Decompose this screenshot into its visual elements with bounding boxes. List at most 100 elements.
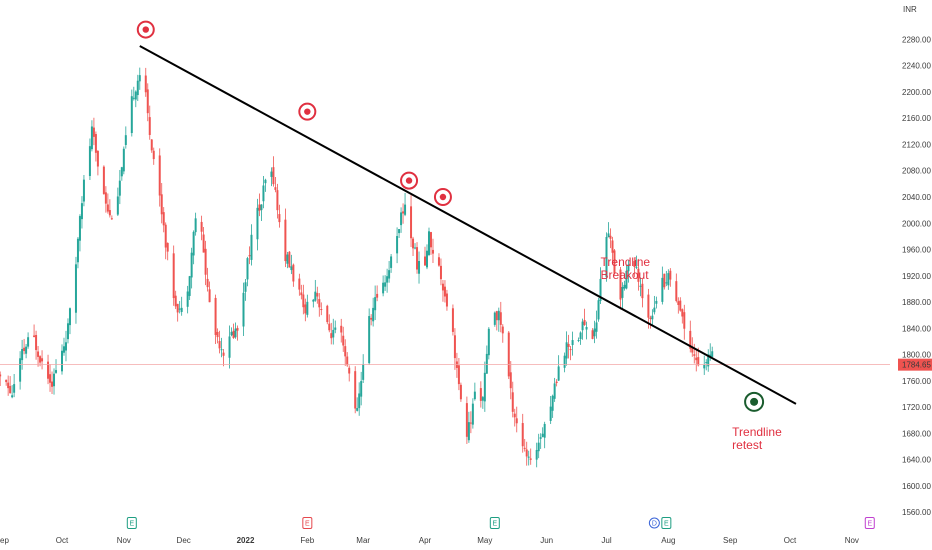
x-tick-label: Oct [784,536,797,545]
green-target-dot [750,397,759,406]
candle-body [222,352,225,356]
candle-body [23,347,26,352]
candle-body [709,354,712,358]
target-markers [136,20,765,412]
y-tick-label: 2280.00 [902,35,931,44]
candle-body [106,204,109,212]
y-tick-label: 1800.00 [902,351,931,360]
candle-body [158,155,161,196]
candlestick-series [0,67,714,468]
candle-body [593,328,596,337]
candle-body [495,311,498,321]
candle-body [19,358,22,382]
candle-body [94,134,97,153]
candle-body [0,374,2,377]
candle-body [400,212,403,226]
candle-body [248,255,251,257]
candle-body [166,242,169,252]
candle-body [134,91,137,100]
candle-body [180,307,183,312]
candle-body [76,238,79,263]
x-tick-label: 2022 [237,536,255,545]
x-axis[interactable]: ep Oct Nov Dec 2022 Feb Mar Apr May Jun Jul Aug Sep O… [0,536,859,545]
candle-body [178,308,181,310]
candle-body [412,238,415,249]
event-letter: E [492,521,497,528]
candle-body [260,204,263,211]
candle-body [465,403,468,437]
candle-body [443,286,446,297]
x-tick-label: Nov [845,536,859,545]
y-axis[interactable]: INR 1560.00 1600.00 1640.00 1680.00 1720.00 1… [902,5,931,517]
candle-body [388,270,391,279]
candle-body [116,196,119,215]
candle-body [276,190,279,211]
candle-body [102,166,105,194]
candle-body [354,371,357,409]
y-tick-label: 2160.00 [902,114,931,123]
candle-body [611,240,614,253]
y-tick-label: 1880.00 [902,298,931,307]
candle-body [202,234,205,253]
candle-body [697,357,700,366]
candle-body [418,261,421,274]
candle-body [541,433,544,437]
y-tick-label: 1840.00 [902,324,931,333]
candle-body [160,194,163,215]
candle-body [25,346,28,354]
candle-body [467,422,470,441]
candle-body [483,372,486,402]
candle-body [92,127,95,137]
candle-body [306,301,309,315]
x-tick-label: Mar [356,536,370,545]
candle-body [218,341,221,349]
candle-body [374,297,377,311]
candle-body [605,236,608,278]
candle-body [256,207,259,240]
candle-body [431,249,434,254]
candle-body [230,331,233,336]
candle-body [641,283,644,299]
candle-body [346,356,349,366]
earnings-event-icon [864,517,875,529]
y-tick-label: 1640.00 [902,456,931,465]
candle-body [11,395,14,398]
candle-body [288,251,291,268]
candle-body [334,327,337,330]
y-tick-label: 1760.00 [902,377,931,386]
candle-body [703,364,706,369]
candle-body [523,447,526,449]
candle-body [693,354,696,356]
candle-body [118,180,121,196]
candle-body [695,357,698,361]
candle-body [236,327,239,331]
candle-body [537,442,540,452]
candle-body [473,391,476,400]
candle-body [304,304,307,314]
annotation-text: Trendline [601,255,651,269]
x-tick-label: May [477,536,492,545]
candle-body [318,299,321,308]
candle-body [557,366,560,381]
candle-body [27,337,30,347]
candle-body [655,300,658,304]
candle-body [661,277,664,302]
y-tick-label: 1920.00 [902,272,931,281]
candle-body [13,384,16,393]
candle-body [272,167,275,185]
y-tick-label: 1600.00 [902,482,931,491]
candle-body [344,346,347,357]
candle-body [232,330,235,338]
candle-body [445,293,448,307]
candle-body [39,356,42,363]
candle-body [194,218,197,233]
trendline[interactable] [139,45,797,405]
x-tick-label: Aug [661,536,675,545]
event-letter: D [652,521,657,528]
candle-body [316,293,319,297]
candle-body [356,408,359,411]
candle-body [61,350,63,372]
